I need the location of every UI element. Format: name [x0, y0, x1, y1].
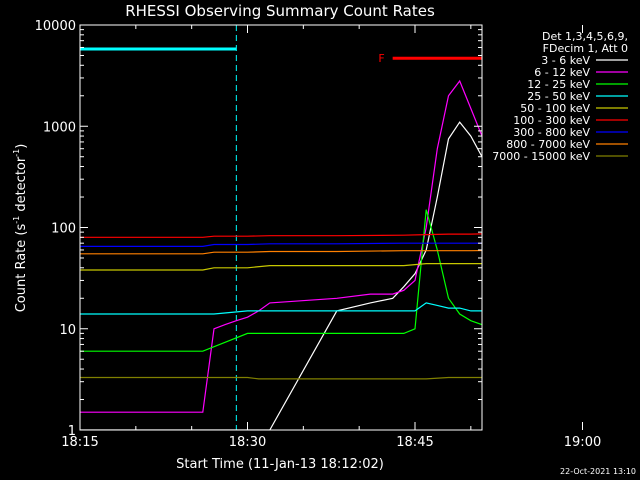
x-axis-label: Start Time (11-Jan-13 18:12:02) [176, 457, 384, 472]
y-tick-label: 1000 [43, 120, 76, 135]
legend-header-line: Det 1,3,4,5,6,9, [542, 30, 628, 43]
legend-label: 300 - 800 keV [513, 126, 590, 139]
date-stamp: 22-Oct-2021 13:10 [560, 467, 636, 476]
series-line [80, 302, 482, 315]
flag-label: F [378, 52, 384, 65]
legend-header-line: FDecim 1, Att 0 [543, 42, 628, 55]
series-line [80, 79, 482, 413]
series-line [80, 121, 482, 430]
axes: 18:1518:3018:4519:0019:1519:3019:4511010… [35, 19, 602, 450]
y-tick-label: 100 [51, 222, 76, 237]
legend: Det 1,3,4,5,6,9, FDecim 1, Att 0 3 - 6 k… [492, 30, 628, 163]
x-tick-label: 18:15 [61, 435, 98, 450]
y-tick-label: 10000 [35, 19, 76, 34]
x-tick-label: 19:00 [564, 435, 601, 450]
y-tick-label: 10 [59, 323, 76, 338]
legend-label: 100 - 300 keV [513, 114, 590, 127]
y-axis-label-part: ) [14, 144, 29, 149]
series-line [80, 263, 482, 271]
series-line [80, 376, 482, 380]
legend-label: 800 - 7000 keV [506, 138, 590, 151]
x-tick-label: 18:30 [229, 435, 266, 450]
legend-label: 25 - 50 keV [527, 90, 590, 103]
y-axis-label-part: detector [14, 156, 29, 216]
y-axis-label: Count Rate (s-1 detector-1) [12, 144, 29, 313]
legend-label: 7000 - 15000 keV [492, 150, 590, 163]
series-lines [80, 79, 482, 430]
y-tick-label: 1 [68, 424, 76, 439]
legend-label: 3 - 6 keV [541, 54, 590, 67]
series-line [80, 209, 482, 352]
series-line [80, 233, 482, 238]
y-axis-label-superscript: -1 [12, 216, 21, 224]
chart-title: RHESSI Observing Summary Count Rates [125, 2, 435, 20]
vertical-markers [80, 25, 237, 430]
series-line [80, 242, 482, 247]
series-line [80, 249, 482, 255]
legend-label: 6 - 12 keV [534, 66, 590, 79]
y-axis-label-part: Count Rate (s [14, 224, 29, 313]
y-axis-label-superscript: -1 [12, 149, 21, 157]
legend-label: 12 - 25 keV [527, 78, 590, 91]
x-tick-label: 18:45 [396, 435, 433, 450]
legend-label: 50 - 100 keV [520, 102, 590, 115]
instrument-flags: NFS [80, 47, 482, 65]
